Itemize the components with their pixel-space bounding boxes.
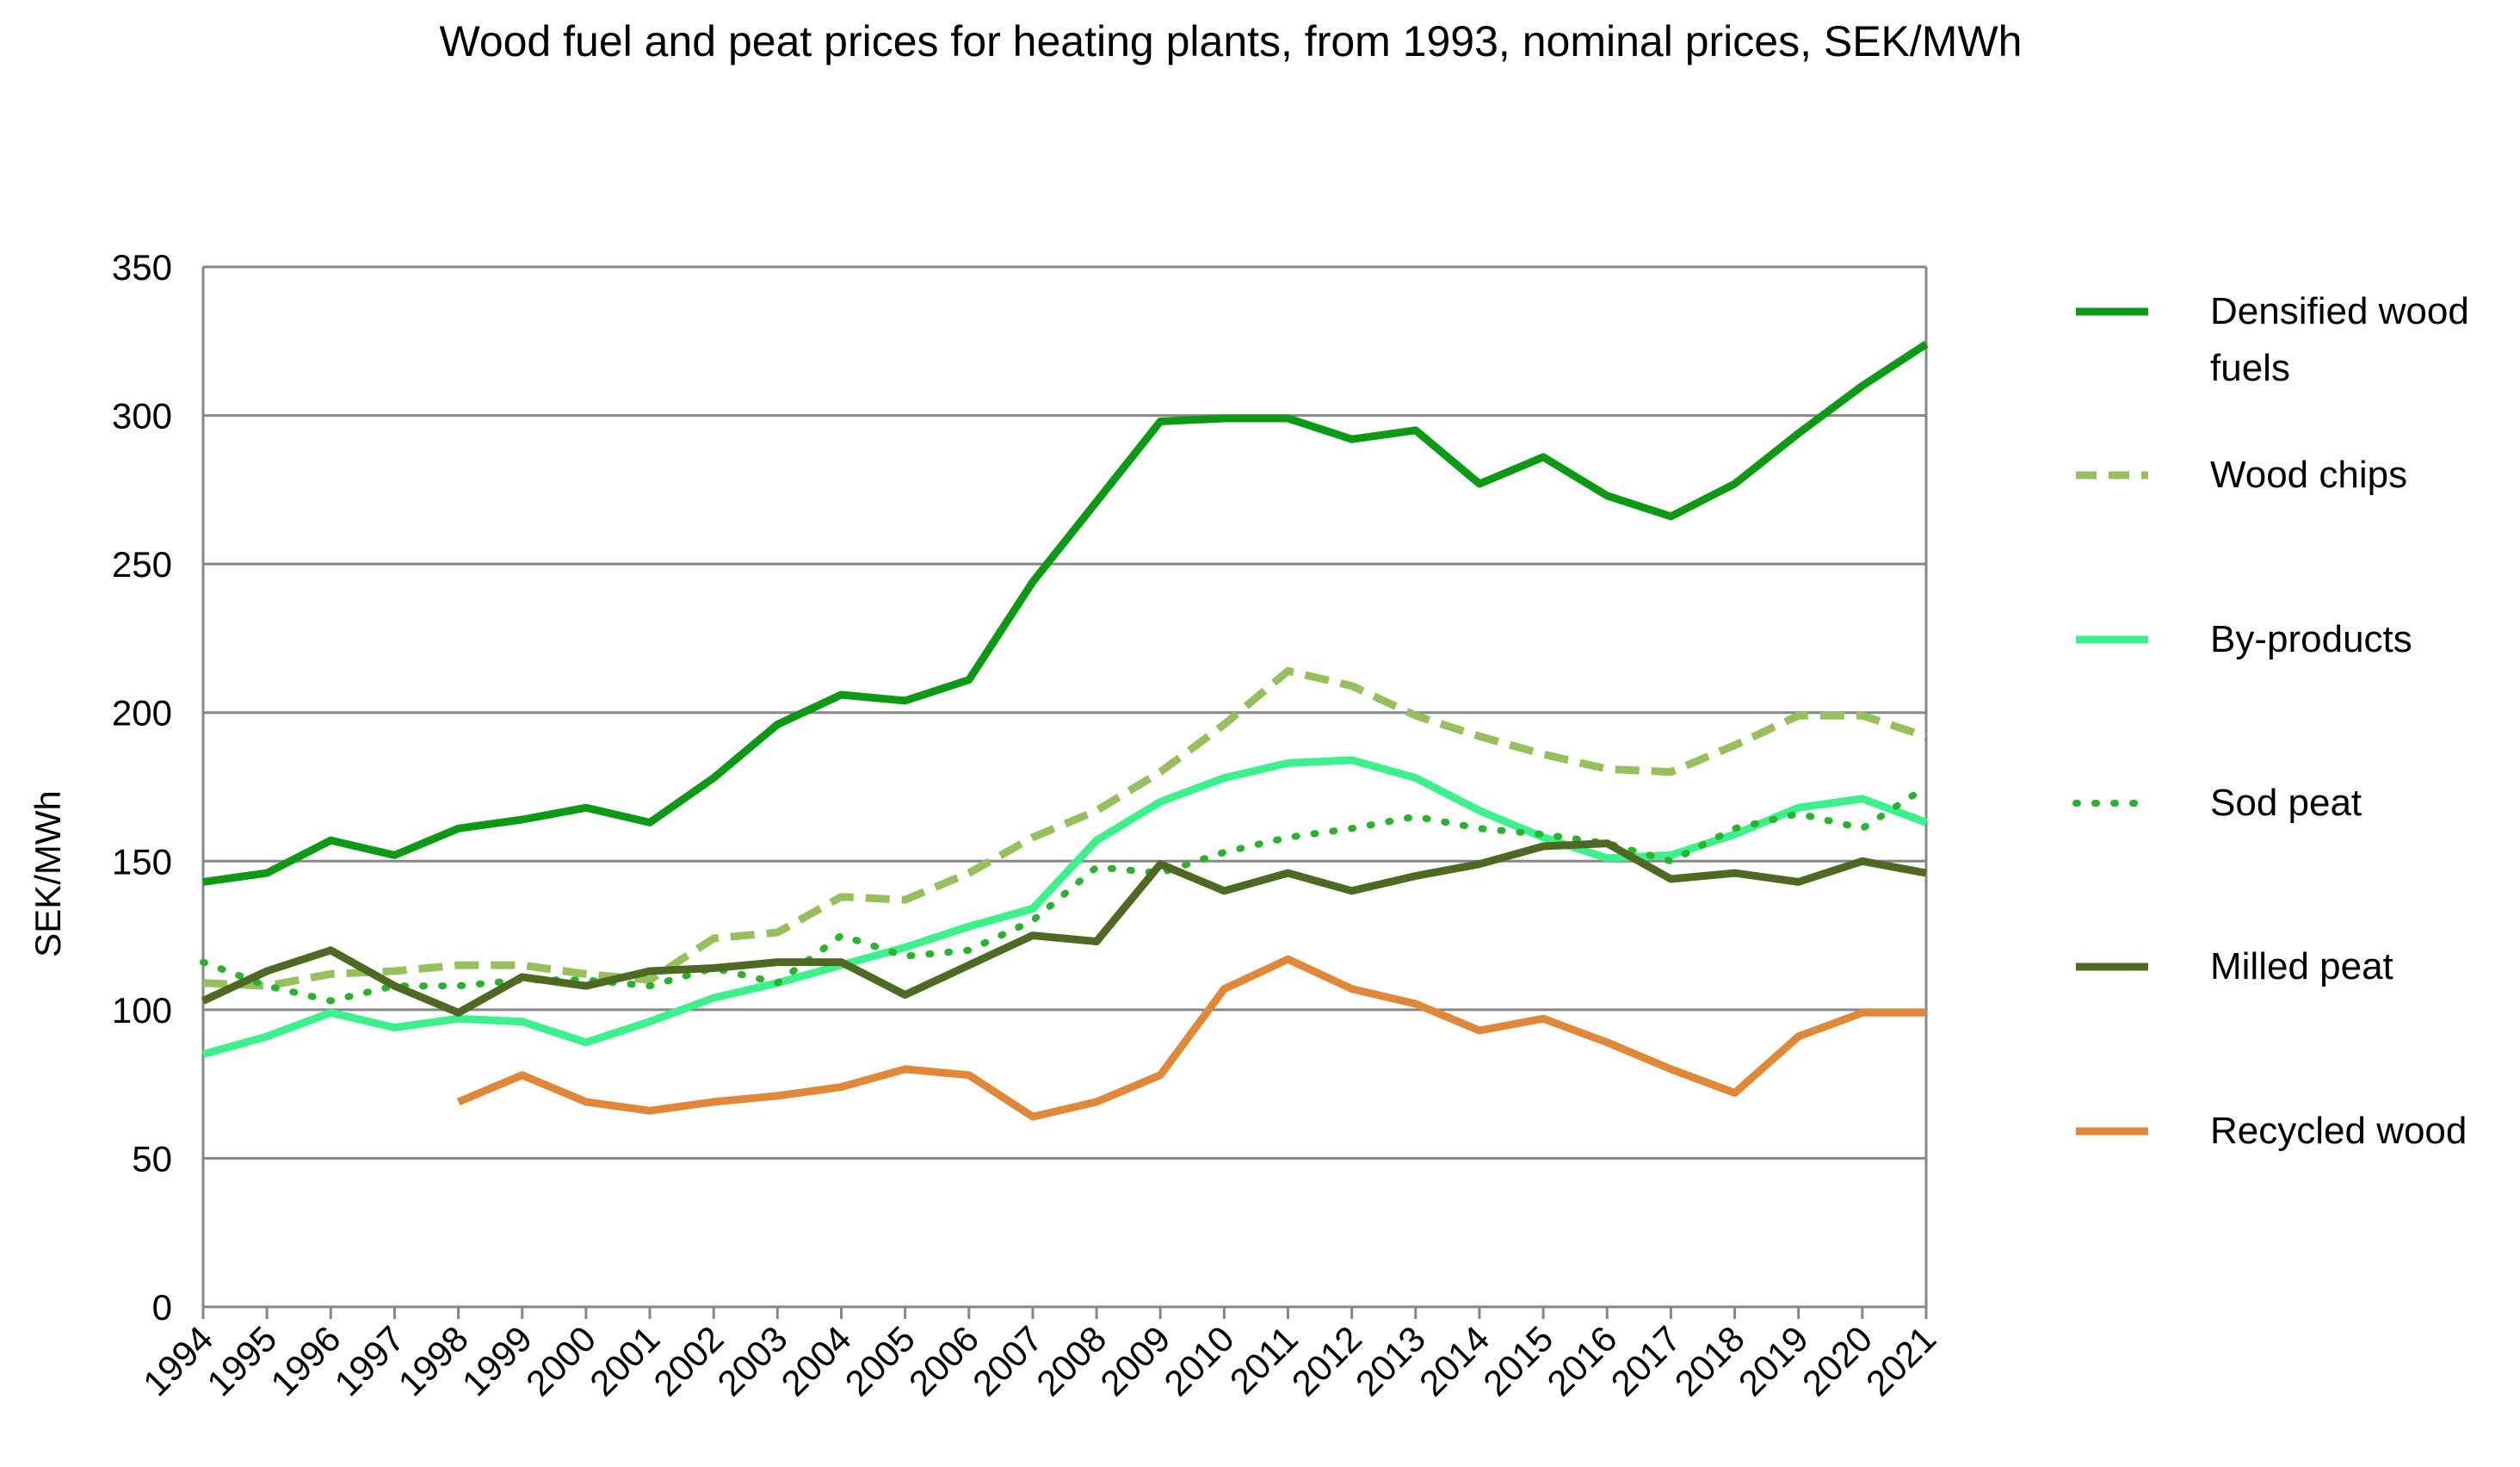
x-tick-labels: 1994199519961997199819992000200120022003… xyxy=(135,1318,1943,1403)
y-tick-label: 300 xyxy=(112,396,172,436)
x-tick-label: 2018 xyxy=(1667,1318,1752,1403)
y-tick-label: 350 xyxy=(112,247,172,288)
x-tick-label: 2002 xyxy=(645,1318,731,1403)
series-line-sod-peat xyxy=(200,783,1930,1005)
series-line-milled-peat xyxy=(201,839,1927,1017)
x-tick-label: 2007 xyxy=(965,1318,1050,1403)
x-tick-label: 1995 xyxy=(199,1318,284,1403)
x-tick-label: 2014 xyxy=(1411,1318,1497,1403)
legend-label: Wood chips xyxy=(2210,454,2407,496)
x-tick-label: 2021 xyxy=(1858,1318,1943,1403)
legend-label: By-products xyxy=(2210,618,2412,660)
x-tick-label: 2019 xyxy=(1731,1318,1816,1403)
x-tick-label: 1997 xyxy=(327,1318,412,1403)
x-tick-label: 1999 xyxy=(454,1318,540,1403)
y-tick-label: 150 xyxy=(112,841,172,882)
legend-label: Sod peat xyxy=(2210,782,2362,824)
x-tick-label: 2011 xyxy=(1222,1318,1306,1402)
axes xyxy=(201,267,1928,1319)
x-tick-label: 2000 xyxy=(518,1318,603,1403)
chart-title: Wood fuel and peat prices for heating pl… xyxy=(440,17,2023,65)
legend-label: Densified wood fuels xyxy=(2210,290,2469,389)
legend: Densified wood fuels Wood chips By-products… xyxy=(2072,290,2469,1152)
x-tick-label: 2016 xyxy=(1539,1318,1624,1403)
x-tick-label: 2004 xyxy=(774,1318,859,1403)
x-tick-label: 2003 xyxy=(709,1318,794,1403)
y-tick-label: 250 xyxy=(112,544,172,585)
x-tick-label: 2015 xyxy=(1475,1318,1560,1403)
x-tick-label: 2001 xyxy=(582,1318,667,1403)
x-tick-label: 2005 xyxy=(837,1318,923,1403)
x-tick-label: 1998 xyxy=(391,1318,476,1403)
x-tick-label: 2020 xyxy=(1794,1318,1880,1403)
series-line-by-products xyxy=(201,756,1928,1058)
series-line-wood-chips xyxy=(202,666,1928,990)
y-tick-label: 100 xyxy=(112,990,172,1031)
x-tick-label: 2009 xyxy=(1092,1318,1177,1403)
y-tick-label: 200 xyxy=(112,693,172,734)
series-line-densified-wood-fuels xyxy=(202,340,1929,886)
x-tick-label: 2012 xyxy=(1284,1318,1369,1403)
x-tick-label: 1994 xyxy=(135,1318,220,1403)
y-tick-label: 0 xyxy=(152,1287,172,1328)
x-tick-label: 2006 xyxy=(901,1318,986,1403)
x-tick-label: 2008 xyxy=(1028,1318,1114,1403)
x-tick-label: 2010 xyxy=(1156,1318,1241,1403)
y-tick-labels: 0 50 100 150 200 250 300 350 xyxy=(112,247,172,1328)
grid-lines xyxy=(203,265,1926,1160)
x-tick-label: 2017 xyxy=(1603,1318,1688,1403)
legend-label: Recycled wood xyxy=(2210,1110,2467,1152)
x-tick-label: 1996 xyxy=(262,1318,348,1403)
y-axis-label: SEK/MWh xyxy=(28,790,68,957)
x-tick-label: 2013 xyxy=(1348,1318,1433,1403)
y-tick-label: 50 xyxy=(132,1138,172,1179)
series-lines xyxy=(200,340,1930,1121)
series-line-recycled-wood xyxy=(456,955,1926,1121)
legend-label: Milled peat xyxy=(2210,945,2393,987)
